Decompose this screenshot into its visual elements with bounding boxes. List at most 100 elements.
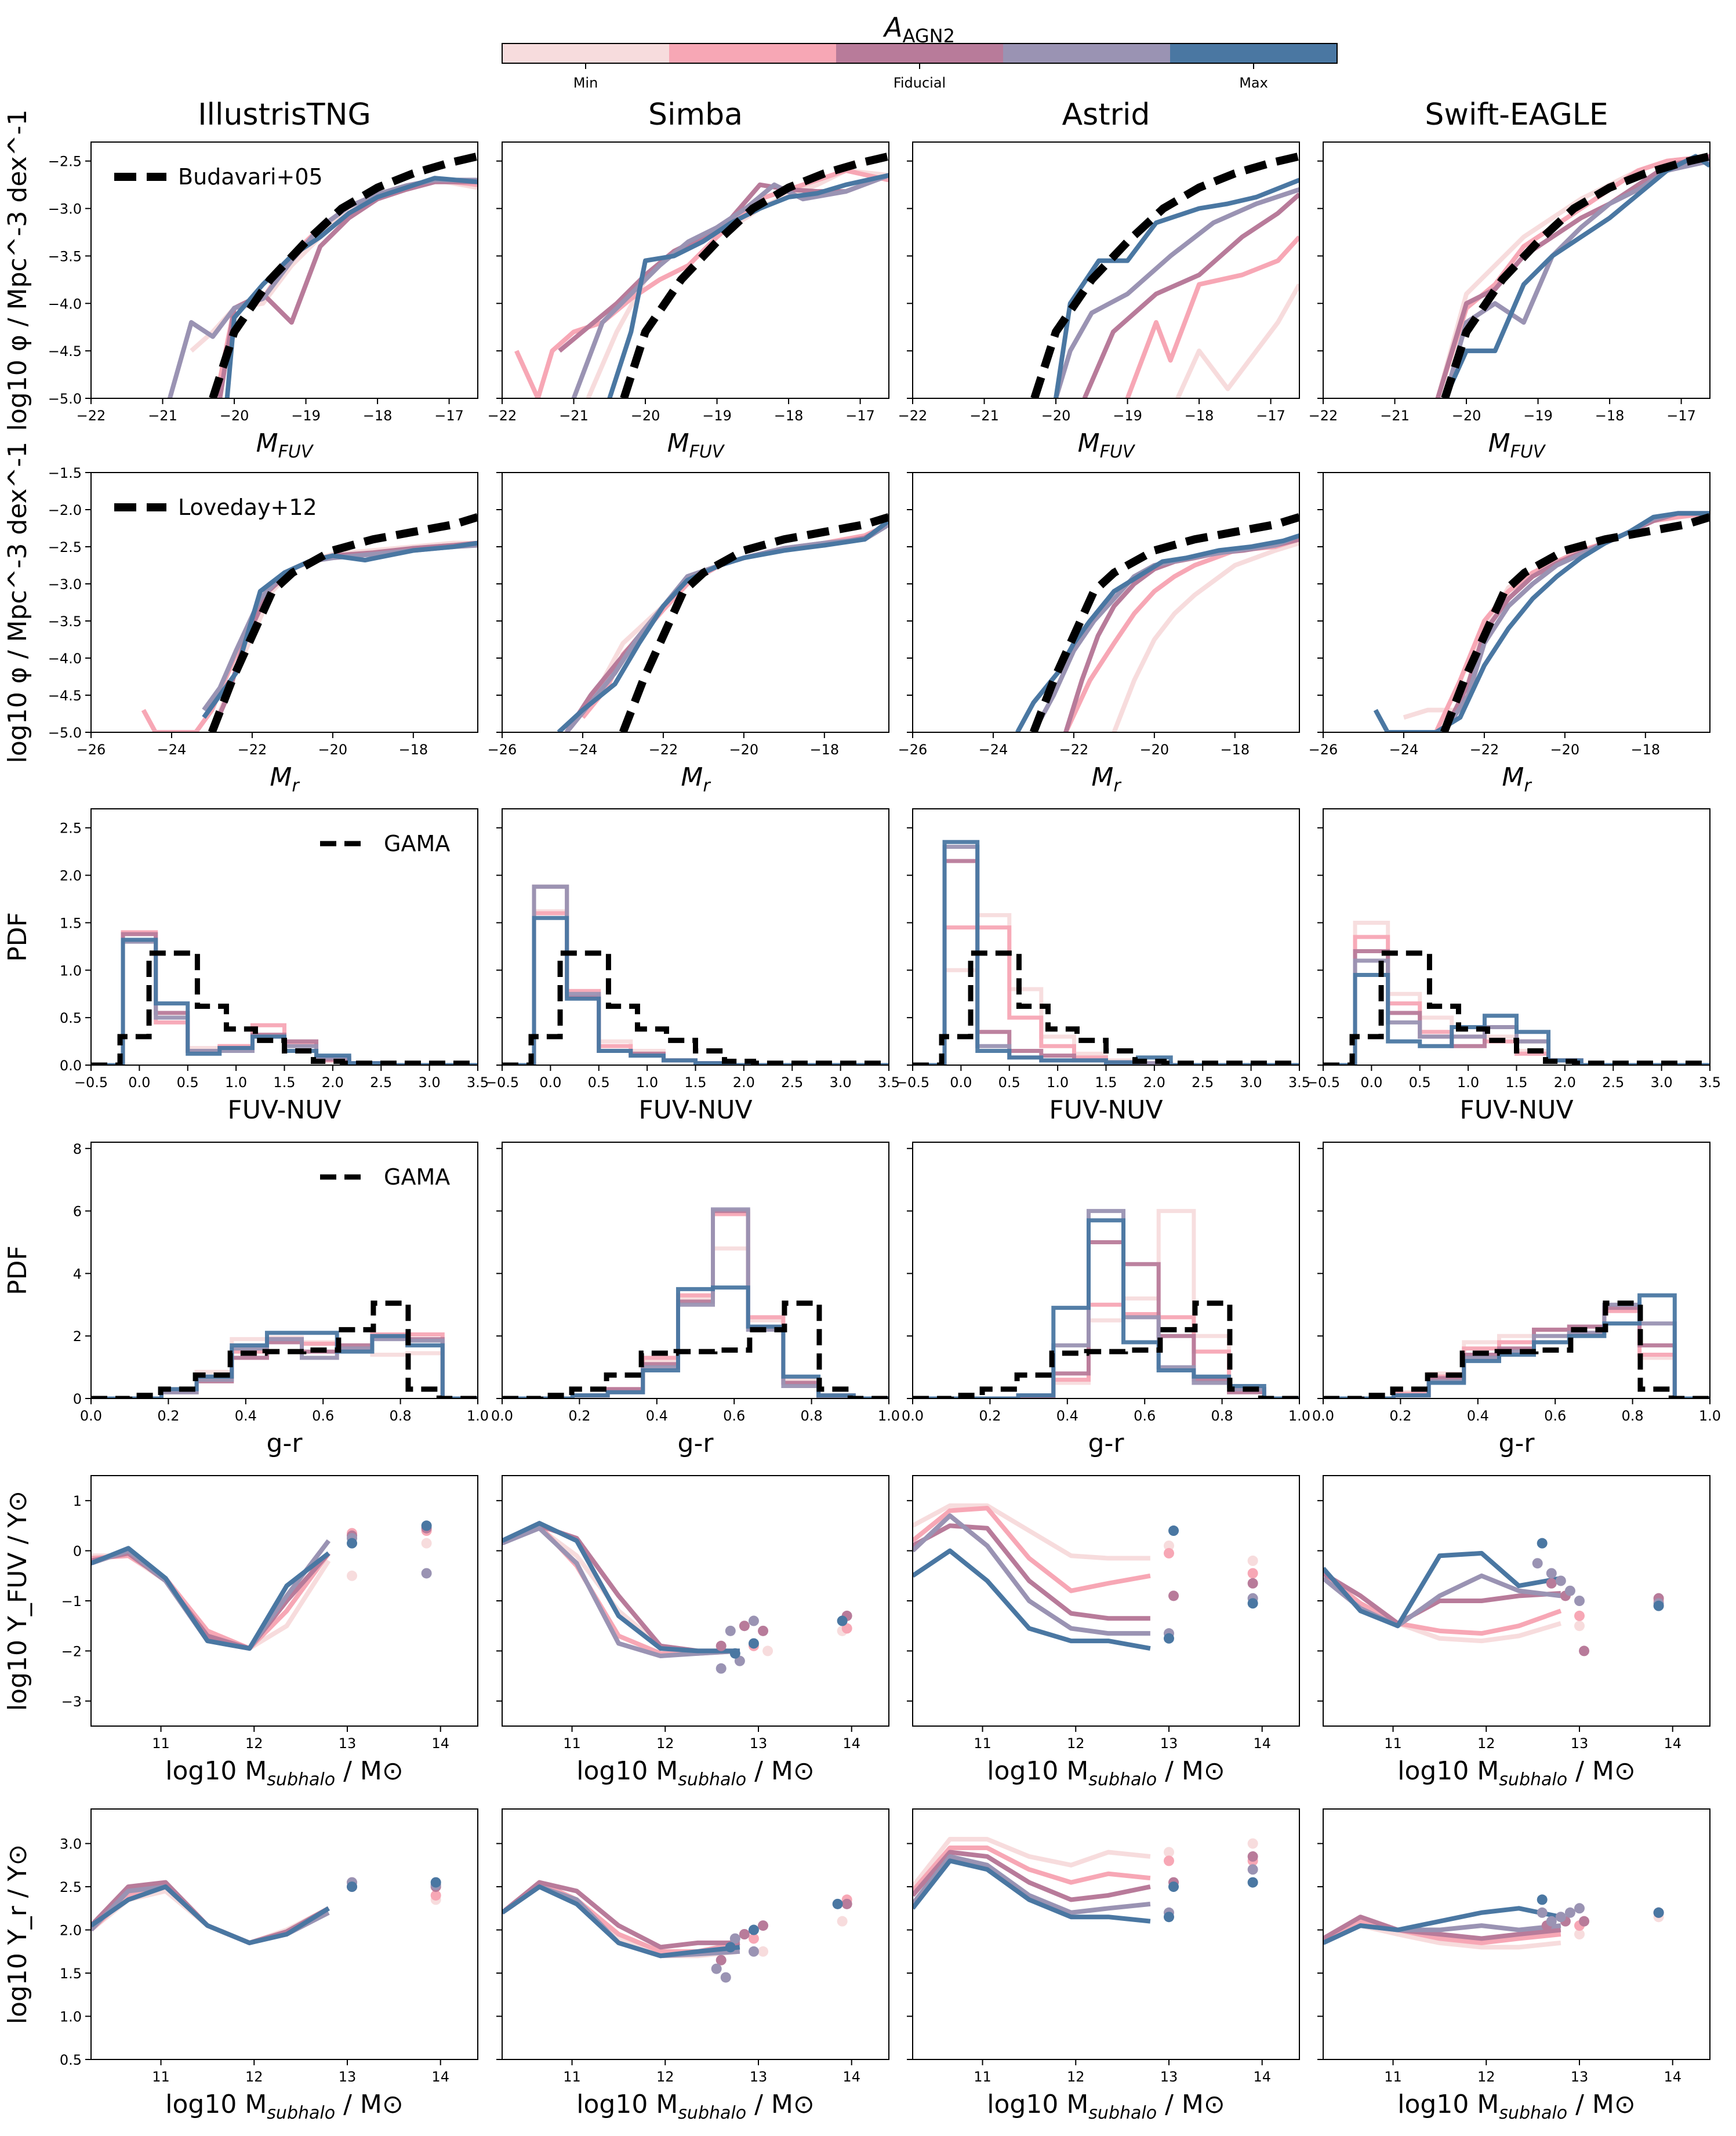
- series-line-2: [1063, 537, 1299, 732]
- hist-series-1: [913, 925, 1299, 1065]
- hist-series-3: [913, 844, 1299, 1065]
- series-line-1: [1435, 154, 1710, 398]
- series-line-4: [1323, 1906, 1561, 1945]
- series-line-4: [913, 1548, 1151, 1651]
- data-point: [1546, 1578, 1557, 1589]
- x-tick-label: −24: [157, 742, 187, 758]
- x-axis-label: log10 Msubhalo / M⊙: [1397, 1756, 1635, 1790]
- y-tick-label: −5.0: [48, 391, 82, 407]
- series-line-0: [1112, 540, 1299, 732]
- colorbar-tick-label: Fiducial: [894, 75, 946, 91]
- reference-hist: [1323, 1301, 1710, 1398]
- y-tick-label: 2.0: [60, 1923, 82, 1939]
- data-point: [1564, 1585, 1575, 1596]
- x-tick-label: 2.0: [1143, 1074, 1165, 1091]
- x-tick-label: 11: [152, 2069, 170, 2085]
- panel-frame: [912, 1808, 1300, 2060]
- x-tick-label: −22: [1309, 408, 1338, 424]
- series-line-0: [502, 1525, 740, 1654]
- series-line-2: [1082, 192, 1299, 398]
- x-tick-label: 2.0: [733, 1074, 755, 1091]
- y-tick-label: 2.0: [60, 868, 82, 884]
- x-tick-label: −21: [148, 408, 177, 424]
- panel-r5-c3: 11 12 13 14 log10 Msubhalo / M⊙: [1317, 1808, 1710, 2123]
- panel-r2-c2: −0.5 0.0 0.5 1.0 1.5 2.0 2.5 3.0 3.5 FUV-NUV: [896, 808, 1310, 1125]
- panel-frame: [90, 472, 478, 733]
- series-line-4: [913, 1858, 1151, 1924]
- data-point: [1163, 1912, 1174, 1923]
- data-point: [1546, 1568, 1557, 1579]
- panel-frame: [502, 141, 889, 399]
- x-tick-label: −20: [1452, 408, 1481, 424]
- x-tick-label: −18: [363, 408, 393, 424]
- x-tick-label: 0.6: [723, 1408, 745, 1424]
- panel-r1-c3: −26 −24 −22 −20 −18 Mr: [1309, 472, 1710, 796]
- panel-r4-c0: 11 12 13 14 −3 −2 −1 0 1 log10 Msubhalo / M⊙ log10…: [3, 1475, 478, 1790]
- y-tick-label: −1.5: [48, 465, 82, 481]
- y-tick-label: 0.5: [60, 2052, 82, 2068]
- y-tick-label: 0.5: [60, 1010, 82, 1026]
- x-tick-label: −22: [77, 408, 106, 424]
- x-tick-label: −18: [1595, 408, 1625, 424]
- y-tick-label: −4.0: [48, 296, 82, 312]
- y-axis-label: PDF: [3, 912, 32, 962]
- x-tick-label: 3.5: [878, 1074, 900, 1091]
- y-tick-label: −3.0: [48, 201, 82, 217]
- column-title: Simba: [648, 97, 743, 132]
- reference-hist: [502, 950, 889, 1065]
- x-tick-label: −19: [1523, 408, 1553, 424]
- panel-r3-c1: 0.0 0.2 0.4 0.6 0.8 1.0 g-r: [491, 1142, 900, 1458]
- y-tick-label: −1: [61, 1593, 82, 1610]
- panel-r5-c1: 11 12 13 14 log10 Msubhalo / M⊙: [496, 1808, 889, 2123]
- x-axis-label: MFUV: [667, 428, 725, 462]
- x-axis-label: log10 Msubhalo / M⊙: [165, 2090, 403, 2123]
- colorbar: Min Fiducial Max AAGN2: [502, 12, 1338, 91]
- x-tick-label: −22: [1470, 742, 1499, 758]
- y-tick-label: 0.0: [60, 1058, 82, 1074]
- panel-frame: [502, 1142, 889, 1399]
- y-axis-label: log10 Y_FUV / Y⊙: [3, 1491, 32, 1711]
- x-tick-label: 3.0: [1240, 1074, 1262, 1091]
- x-tick-label: 12: [656, 2069, 674, 2085]
- colorbar-segment: [836, 43, 1004, 63]
- data-point: [748, 1924, 759, 1935]
- y-tick-label: 2: [73, 1328, 82, 1345]
- x-tick-label: 13: [750, 1735, 768, 1752]
- x-tick-label: 3.0: [830, 1074, 852, 1091]
- panel-r1-c1: −26 −24 −22 −20 −18 Mr: [488, 472, 889, 796]
- x-tick-label: 3.0: [1651, 1074, 1673, 1091]
- x-tick-label: −22: [1059, 742, 1089, 758]
- data-point: [1574, 1903, 1585, 1914]
- x-tick-label: 14: [1253, 2069, 1271, 2085]
- x-tick-label: 14: [1664, 2069, 1681, 2085]
- legend-label: Loveday+12: [178, 495, 317, 520]
- x-tick-label: 0.8: [390, 1408, 412, 1424]
- x-tick-label: −21: [1380, 408, 1410, 424]
- y-tick-label: −3: [61, 1694, 82, 1710]
- series-line-4: [502, 1521, 740, 1654]
- panel-frame: [912, 472, 1300, 733]
- data-point: [748, 1615, 759, 1626]
- x-tick-label: 0.0: [1312, 1408, 1334, 1424]
- data-point: [748, 1933, 759, 1944]
- data-point: [748, 1946, 759, 1957]
- x-tick-label: 2.0: [322, 1074, 344, 1091]
- series-line-0: [913, 1503, 1150, 1561]
- x-tick-label: −0.5: [485, 1074, 519, 1091]
- x-tick-label: −22: [488, 408, 517, 424]
- x-tick-label: 14: [842, 1735, 860, 1752]
- data-point: [1574, 1929, 1585, 1939]
- series-line-4: [91, 1546, 331, 1651]
- panel-frame: [1323, 1142, 1710, 1399]
- series-line-1: [141, 540, 478, 732]
- colorbar-tick-label: Max: [1239, 75, 1268, 91]
- data-point: [729, 1648, 740, 1659]
- series-line-0: [1175, 283, 1299, 398]
- x-axis-label: g-r: [1499, 1429, 1535, 1458]
- reference-line: [209, 152, 478, 398]
- data-point: [347, 1570, 358, 1581]
- panel-frame: [90, 1142, 478, 1399]
- x-tick-label: 2.5: [370, 1074, 392, 1091]
- data-point: [1555, 1912, 1566, 1923]
- x-tick-label: 0.2: [157, 1408, 179, 1424]
